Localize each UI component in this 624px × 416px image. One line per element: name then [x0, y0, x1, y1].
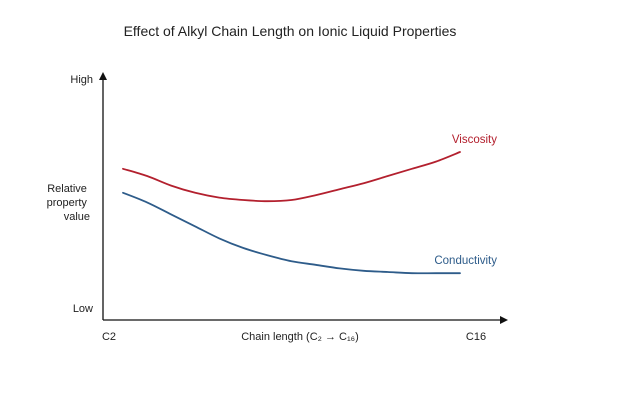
y-tick-label-low: Low	[73, 303, 93, 315]
y-tick-label-high: High	[70, 74, 93, 86]
y-axis-label: Relative property value	[47, 183, 90, 223]
chart-title: Effect of Alkyl Chain Length on Ionic Li…	[124, 23, 457, 39]
x-tick-label-start: C2	[102, 331, 116, 343]
series-layer: Viscosity Conductivity	[122, 134, 497, 275]
y-axis-label-line-3: value	[64, 211, 90, 223]
y-axis-label-line-2: property	[47, 197, 88, 209]
viscosity-line	[122, 151, 461, 203]
viscosity-label: Viscosity	[452, 134, 497, 146]
x-axis-label: Chain length (C₂ → C₁₆)	[241, 331, 359, 343]
conductivity-line	[122, 191, 461, 275]
x-tick-label-end: C16	[466, 331, 486, 343]
y-axis-label-line-1: Relative	[47, 183, 87, 195]
conductivity-label: Conductivity	[434, 255, 497, 267]
